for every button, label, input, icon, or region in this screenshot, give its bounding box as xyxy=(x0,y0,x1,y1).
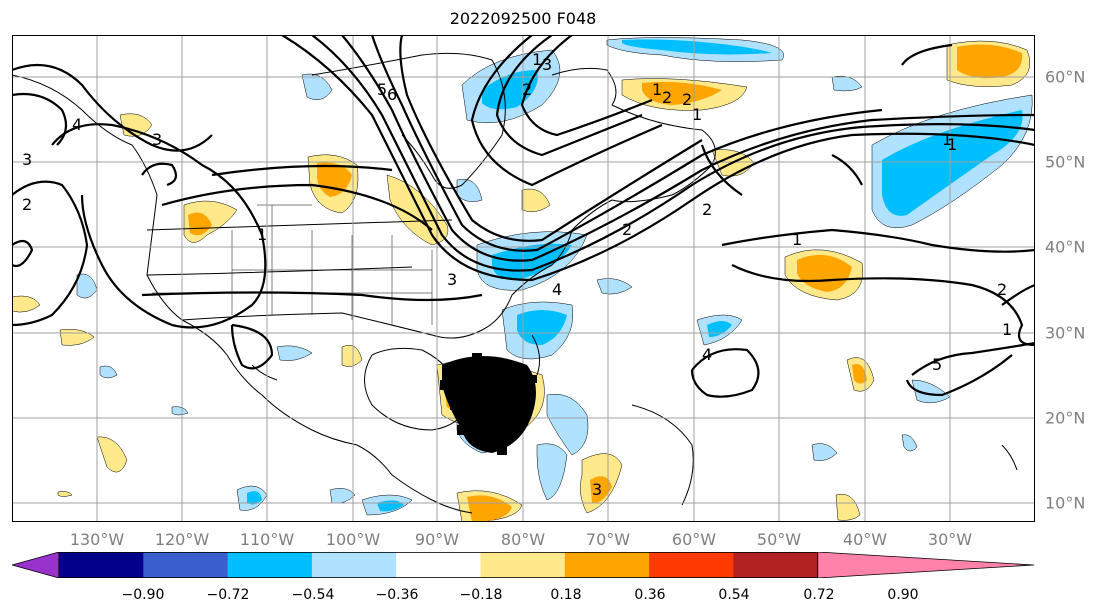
lon-label-130w: 130°W xyxy=(69,530,125,549)
colorbar-segment xyxy=(733,552,819,578)
contour-label: 1 xyxy=(942,130,952,149)
colorbar-segment xyxy=(143,552,229,578)
colorbar-outline xyxy=(58,552,819,578)
lon-label-110w: 110°W xyxy=(239,530,295,549)
contour-label: 2 xyxy=(622,220,632,239)
colorbar-tick: 0.72 xyxy=(803,587,835,603)
lon-label-50w: 50°W xyxy=(756,530,802,549)
lon-label-120w: 120°W xyxy=(154,530,210,549)
colorbar-segment xyxy=(227,552,313,578)
contour-lines xyxy=(12,35,1035,398)
contour-label: 2 xyxy=(702,200,712,219)
contour-label: 4 xyxy=(702,345,712,364)
lat-label-10n: 10°N xyxy=(1045,493,1086,513)
colorbar-tick: 0.90 xyxy=(887,587,919,603)
colorbar-segment xyxy=(311,552,397,578)
colorbar-tick: −0.90 xyxy=(121,587,165,603)
contour-label: 6 xyxy=(387,85,397,104)
colorbar-tick: 0.54 xyxy=(718,587,750,603)
contour-label: 3 xyxy=(22,150,32,169)
contour-label: 2 xyxy=(522,80,532,99)
colorbar xyxy=(12,552,1035,578)
contour-label: 1 xyxy=(652,80,662,99)
contour-label: 5 xyxy=(377,80,387,99)
colorbar-tick: 0.18 xyxy=(550,587,582,603)
colorbar-segment xyxy=(564,552,650,578)
contour-label: 3 xyxy=(542,55,552,74)
lat-label-40n: 40°N xyxy=(1045,237,1086,257)
contour-label: 1 xyxy=(532,50,542,69)
colorbar-extend-min xyxy=(12,552,60,578)
contour-label: 1 xyxy=(1002,320,1012,339)
contour-label: 3 xyxy=(447,270,457,289)
lat-label-60n: 60°N xyxy=(1045,67,1086,87)
contour-label: 4 xyxy=(552,280,562,299)
contour-label: 2 xyxy=(662,88,672,107)
colorbar-tick: −0.36 xyxy=(375,587,419,603)
colorbar-tick: −0.54 xyxy=(291,587,335,603)
lat-label-50n: 50°N xyxy=(1045,152,1086,172)
contour-label: 2 xyxy=(682,90,692,109)
contour-label: 3 xyxy=(152,130,162,149)
lon-label-40w: 40°W xyxy=(842,530,888,549)
contour-label: 1 xyxy=(257,225,267,244)
colorbar-segment xyxy=(59,552,144,578)
contour-label: 1 xyxy=(947,135,957,154)
lon-label-90w: 90°W xyxy=(414,530,460,549)
lat-label-20n: 20°N xyxy=(1045,408,1086,428)
lon-label-80w: 80°W xyxy=(500,530,546,549)
contour-label: 3 xyxy=(592,480,602,499)
stipple-markers xyxy=(440,353,537,455)
lon-label-100w: 100°W xyxy=(325,530,381,549)
contour-label: 1 xyxy=(692,105,702,124)
colorbar-tick: 0.36 xyxy=(634,587,666,603)
lon-label-60w: 60°W xyxy=(671,530,717,549)
map-title: 2022092500 F048 xyxy=(449,9,597,28)
colorbar-segment xyxy=(649,552,734,578)
lon-label-70w: 70°W xyxy=(585,530,631,549)
contour-label: 5 xyxy=(932,355,942,374)
contour-label: 1 xyxy=(792,230,802,249)
contour-label: 2 xyxy=(22,195,32,214)
lon-label-30w: 30°W xyxy=(927,530,973,549)
colorbar-tick: −0.18 xyxy=(459,587,503,603)
contour-label: 4 xyxy=(72,115,82,134)
contour-label: 2 xyxy=(997,280,1007,299)
lat-label-30n: 30°N xyxy=(1045,323,1086,343)
colorbar-extend-max xyxy=(817,552,1035,578)
colorbar-segment xyxy=(396,552,481,578)
colorbar-segment xyxy=(480,552,566,578)
colorbar-tick: −0.72 xyxy=(206,587,250,603)
